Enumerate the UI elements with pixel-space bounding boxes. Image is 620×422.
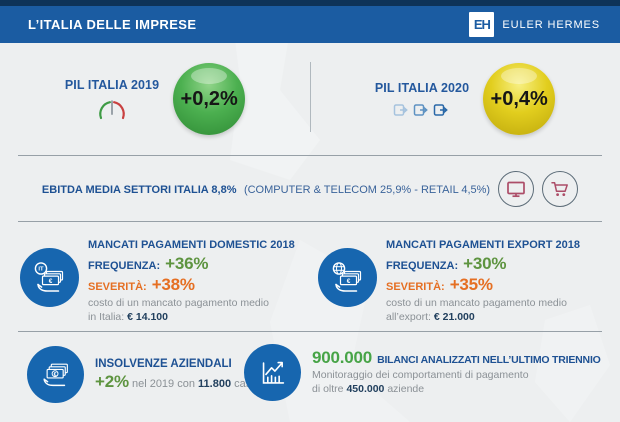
insolvenze-title: INSOLVENZE AZIENDALI [95,357,232,370]
export-panel: € MANCATI PAGAMENTI EXPORT 2018 FREQUENZ… [310,222,620,331]
svg-text:€: € [53,371,56,377]
export-money-hand-icon: € [318,248,377,307]
gdp-section: PIL ITALIA 2019 +0,2% PIL ITALIA 2020 [0,43,620,155]
ebitda-headline: EBITDA MEDIA SETTORI ITALIA 8,8% [41,183,237,196]
bilanci-note: Monitoraggio dei comportamenti di pagame… [312,369,529,395]
forward-steps-icon [393,102,450,118]
export-title: MANCATI PAGAMENTI EXPORT 2018 [386,239,580,251]
monitor-icon [498,170,535,207]
vertical-divider [310,62,311,132]
export-severita-value: +35% [449,275,493,294]
domestic-severita-label: SEVERITÀ: [88,281,147,293]
svg-text:IT: IT [38,266,44,272]
svg-text:€: € [48,278,52,285]
missed-payments-section: IT € MANCATI PAGAMENTI DOMESTIC 2018 FRE… [0,222,620,331]
divider [18,155,602,156]
svg-text:€: € [346,278,350,285]
italy-gauge-icon [99,99,125,119]
bottom-section: € INSOLVENZE AZIENDALI +2% nel 2019 con … [0,331,620,422]
gdp-2020-panel: PIL ITALIA 2020 +0,4% [310,43,620,155]
export-note: costo di un mancato pagamento medio all’… [386,297,567,323]
gdp-2019-sphere: +0,2% [173,63,246,135]
insolvenze-stat: +2% nel 2019 con 11.800 casi [95,371,254,391]
insolvency-money-hand-icon: € [27,346,84,403]
gdp-2019-panel: PIL ITALIA 2019 +0,2% [0,43,310,155]
insolvenze-panel: € INSOLVENZE AZIENDALI +2% nel 2019 con … [27,346,254,403]
ebitda-section: EBITDA MEDIA SETTORI ITALIA 8,8% (COMPUT… [0,156,620,221]
header: L’ITALIA DELLE IMPRESE EH EULER HERMES [0,0,620,43]
domestic-note: costo di un mancato pagamento medio in I… [88,297,269,323]
gdp-2020-sphere: +0,4% [483,63,556,135]
domestic-frequenza-value: +36% [165,254,209,273]
cart-icon [542,170,579,207]
domestic-money-hand-icon: IT € [20,248,79,307]
domestic-title: MANCATI PAGAMENTI DOMESTIC 2018 [88,239,295,251]
ebitda-text: EBITDA MEDIA SETTORI ITALIA 8,8% (COMPUT… [42,180,490,198]
export-frequenza-value: +30% [463,254,507,273]
domestic-panel: IT € MANCATI PAGAMENTI DOMESTIC 2018 FRE… [0,222,310,331]
gdp-2019-value: +0,2% [180,87,238,110]
divider [18,331,602,332]
ebitda-detail: (COMPUTER & TELECOM 25,9% - RETAIL 4,5%) [243,183,491,196]
brand-name: EULER HERMES [502,18,600,31]
divider [18,221,602,222]
domestic-frequenza-label: FREQUENZA: [88,260,161,272]
brand-logo: EH EULER HERMES [469,12,600,37]
export-frequenza-label: FREQUENZA: [386,260,459,272]
gdp-2020-value: +0,4% [490,87,548,110]
bilanci-headline: 900.000 BILANCI ANALIZZATI NELL’ULTIMO TR… [312,348,601,368]
export-severita-label: SEVERITÀ: [386,281,445,293]
bilanci-panel: 900.000 BILANCI ANALIZZATI NELL’ULTIMO TR… [244,344,601,401]
gdp-2020-label: PIL ITALIA 2020 [374,80,470,95]
domestic-severita-value: +38% [151,275,195,294]
page-title: L’ITALIA DELLE IMPRESE [28,17,197,32]
growth-chart-icon [244,344,301,401]
euler-hermes-monogram-icon: EH [469,12,495,37]
gdp-2019-label: PIL ITALIA 2019 [64,77,160,92]
